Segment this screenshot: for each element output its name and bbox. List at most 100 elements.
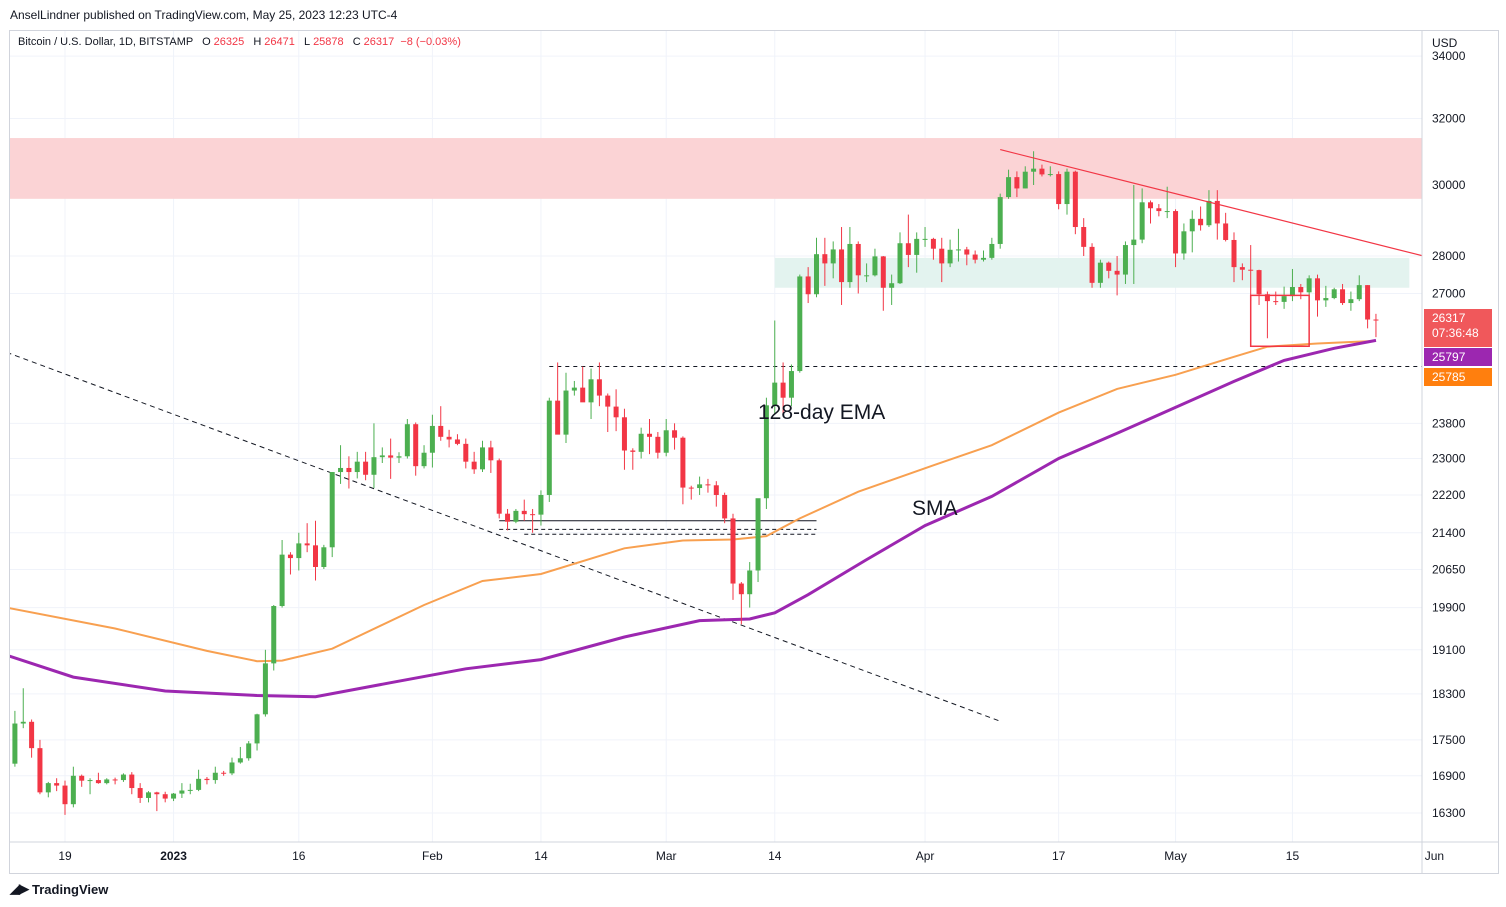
dashed-trendline (10, 353, 1001, 722)
candle (797, 274, 803, 373)
open-value: 26325 (213, 36, 245, 48)
candle (596, 362, 602, 407)
symbol-legend[interactable]: Bitcoin / U.S. Dollar, 1D, BITSTAMP O 263… (18, 36, 461, 48)
candle (20, 688, 26, 729)
candle-body (588, 379, 594, 403)
candle (1122, 241, 1128, 284)
price-tick-label: 16300 (1432, 806, 1466, 820)
candle (480, 440, 485, 473)
candle-body (204, 778, 210, 781)
candle-body (1248, 269, 1254, 271)
candle (571, 380, 577, 396)
candle-body (1340, 289, 1346, 304)
candle (204, 777, 210, 785)
candle (1064, 168, 1070, 215)
tradingview-icon: ◢▶ (10, 881, 29, 896)
candle (822, 237, 828, 286)
candle-body (1273, 301, 1279, 303)
candle (755, 498, 761, 583)
price-badge-text: 25797 (1432, 350, 1466, 364)
candle-body (1306, 278, 1312, 293)
candle (120, 773, 126, 782)
candle (396, 452, 402, 464)
tradingview-logo[interactable]: ◢▶ TradingView (10, 881, 108, 897)
candle (1298, 283, 1304, 300)
candle-body (62, 785, 68, 805)
candle-body (1047, 174, 1053, 176)
candle (638, 427, 644, 459)
currency-label[interactable]: USD (1432, 36, 1458, 50)
candle-body (880, 256, 886, 288)
price-badge-text: 25785 (1432, 370, 1466, 384)
candle (763, 397, 769, 509)
candle (588, 368, 594, 420)
candle (488, 440, 494, 473)
candle (997, 193, 1003, 249)
candle (563, 372, 569, 443)
candle-body (304, 543, 310, 546)
high-label: H (253, 36, 262, 48)
candle (1039, 164, 1045, 177)
candle (897, 232, 903, 284)
time-tick-label: 2023 (160, 849, 187, 863)
candle-body (1139, 202, 1145, 240)
candle-body (363, 461, 369, 475)
candle (354, 451, 360, 479)
candle (864, 263, 870, 283)
ema-annotation: 128-day EMA (758, 401, 885, 424)
candle-body (154, 792, 160, 795)
candle-body (37, 748, 43, 793)
close-label: C (352, 36, 361, 48)
ema-price-badge: 25785 (1424, 368, 1492, 386)
candle (196, 769, 202, 792)
price-tick-label: 28000 (1432, 249, 1466, 263)
candle-body (246, 743, 252, 759)
candle-body (1164, 211, 1170, 213)
candle-body (1281, 296, 1287, 302)
sma-price-badge: 25797 (1424, 348, 1492, 366)
resistance-trendline (1000, 149, 1422, 257)
candle (989, 237, 995, 260)
candle-body (20, 721, 26, 724)
candle (371, 423, 377, 489)
candle-body (1031, 168, 1037, 172)
candle (246, 741, 252, 761)
candle-body (713, 485, 719, 495)
candle (1239, 263, 1245, 281)
candle (1139, 188, 1145, 244)
candle-body (613, 406, 619, 418)
candle (271, 604, 277, 671)
candle (346, 456, 352, 489)
candle (705, 478, 711, 493)
candle-body (505, 513, 511, 522)
candle-body (1206, 200, 1212, 226)
candle-body (438, 425, 444, 437)
low-label: L (303, 36, 311, 48)
candle-body (29, 721, 35, 749)
candle-body (1223, 223, 1229, 240)
candle (947, 239, 953, 268)
candle (1072, 170, 1078, 235)
candle (555, 362, 561, 435)
candle-body (972, 254, 978, 260)
candle (513, 508, 519, 524)
candle (1231, 232, 1237, 283)
candle-body (955, 249, 961, 251)
candle (446, 429, 452, 448)
candle-body (454, 439, 460, 444)
candle-body (555, 400, 561, 435)
time-tick-label: 16 (292, 849, 306, 863)
candle-body (229, 762, 235, 774)
price-tick-label: 21400 (1432, 526, 1466, 540)
candle-body (797, 276, 803, 372)
highlight-box (1249, 294, 1310, 348)
candle-body (788, 371, 794, 398)
symbol-name[interactable]: Bitcoin / U.S. Dollar, 1D, BITSTAMP (18, 36, 194, 48)
candle (304, 523, 310, 553)
candle (780, 362, 786, 415)
candle-body (1097, 262, 1103, 283)
candle-body (997, 197, 1003, 244)
price-tick-label: 17500 (1432, 733, 1466, 747)
